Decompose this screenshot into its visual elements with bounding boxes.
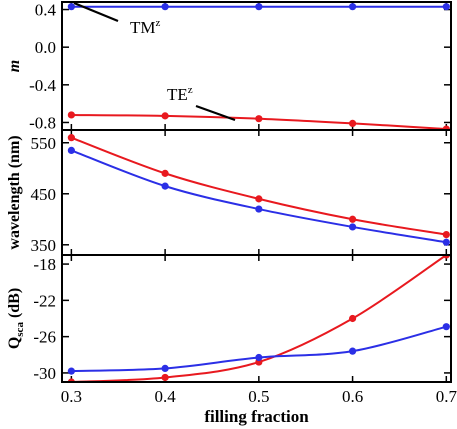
y-tick-label: 0.0 xyxy=(35,38,56,57)
series-group xyxy=(67,3,450,130)
data-point-blue xyxy=(348,223,357,231)
y-axis-label-sub: sca xyxy=(14,322,26,337)
panel-2: 550 450 350 wavelength (nm) xyxy=(6,129,452,256)
annotation-pointer xyxy=(195,104,236,122)
x-tick-label: 0.6 xyxy=(342,387,363,406)
data-point-red xyxy=(161,112,169,120)
y-axis-label: wavelength (nm) xyxy=(6,135,23,249)
y-axis-label: m xyxy=(6,60,23,72)
data-point-blue xyxy=(67,367,75,375)
data-point-blue xyxy=(255,3,263,11)
y-tick-label: -30 xyxy=(33,364,56,383)
annotation-pointer xyxy=(73,1,119,23)
data-point-blue xyxy=(255,353,263,362)
x-tick-label: 0.4 xyxy=(154,387,176,406)
panel-frame xyxy=(61,1,452,131)
annotation-sup: z xyxy=(188,84,193,96)
data-point-blue xyxy=(67,146,75,155)
data-point-red xyxy=(442,230,450,239)
data-point-blue xyxy=(67,3,75,11)
series-group xyxy=(67,134,450,246)
panel-frame xyxy=(61,254,452,383)
y-axis-label-main: Q xyxy=(6,337,23,349)
y-tick-label: 0.4 xyxy=(35,1,57,20)
y-tick-label: -18 xyxy=(33,255,56,274)
annotation-text: TM xyxy=(130,18,156,37)
data-point-blue xyxy=(442,3,450,11)
y-tick-label: 450 xyxy=(31,185,57,204)
data-point-red xyxy=(348,119,357,128)
data-point-blue xyxy=(255,205,263,213)
annotation-sup: z xyxy=(156,17,161,29)
data-point-red xyxy=(255,195,263,203)
data-point-red xyxy=(348,215,357,223)
data-point-blue xyxy=(442,323,450,331)
y-tick-label: -26 xyxy=(33,328,56,347)
annotation-label: TEz xyxy=(167,84,193,104)
data-point-blue xyxy=(348,3,357,11)
panel-3: -18 -22 -26 -30 Qsca (dB) xyxy=(6,254,452,383)
y-axis-label: Qsca (dB) xyxy=(6,288,26,349)
series-line-red xyxy=(71,136,447,236)
data-point-red xyxy=(161,373,169,382)
series-group xyxy=(67,255,450,382)
data-point-blue xyxy=(442,238,450,246)
panel-frame xyxy=(61,129,452,256)
data-point-red xyxy=(348,314,357,323)
x-tick-label: 0.7 xyxy=(436,387,457,406)
data-point-blue xyxy=(161,182,169,190)
y-axis-label-unit: (dB) xyxy=(6,288,23,322)
data-point-blue xyxy=(348,347,357,355)
data-point-blue xyxy=(161,364,169,372)
data-point-blue xyxy=(161,3,169,11)
y-tick-label: -0.8 xyxy=(29,113,56,132)
y-tick-label: 550 xyxy=(31,134,57,153)
data-point-red xyxy=(161,169,169,177)
annotation-label: TMz xyxy=(130,17,161,37)
data-point-red xyxy=(255,115,263,123)
x-axis-label: filling fraction xyxy=(204,407,309,426)
annotation-text: TE xyxy=(167,85,188,104)
data-point-red xyxy=(67,111,75,119)
data-point-red xyxy=(67,134,75,142)
y-tick-label: 350 xyxy=(31,236,57,255)
data-point-red xyxy=(442,125,450,130)
y-tick-label: -0.4 xyxy=(29,76,56,95)
y-tick-label: -22 xyxy=(33,291,56,310)
x-tick-label: 0.5 xyxy=(248,387,269,406)
x-tick-label: 0.3 xyxy=(61,387,82,406)
